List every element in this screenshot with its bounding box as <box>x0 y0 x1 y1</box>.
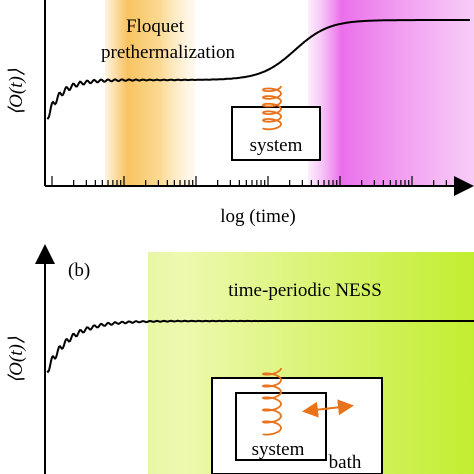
annotation: Floquet <box>126 16 185 37</box>
drive <box>262 85 282 131</box>
panel-label: (b) <box>68 260 90 281</box>
annotation: prethermalization <box>101 42 235 63</box>
y-label: ⟨O(t)⟩ <box>6 68 27 115</box>
thermal-band <box>308 0 474 186</box>
drive <box>261 367 282 436</box>
box-label: system <box>250 135 303 156</box>
prethermal-band <box>105 0 195 186</box>
y-label: ⟨O(t)⟩ <box>6 336 27 383</box>
x-ticks <box>51 176 447 186</box>
coupling-arrow <box>302 399 354 418</box>
annotation: time-periodic NESS <box>228 280 382 301</box>
outer-box-label: bath <box>329 452 362 473</box>
curve <box>46 319 474 374</box>
curve <box>46 19 470 120</box>
inner-box-label: system <box>252 439 305 460</box>
system-box <box>231 106 321 161</box>
x-label: log (time) <box>220 206 295 227</box>
